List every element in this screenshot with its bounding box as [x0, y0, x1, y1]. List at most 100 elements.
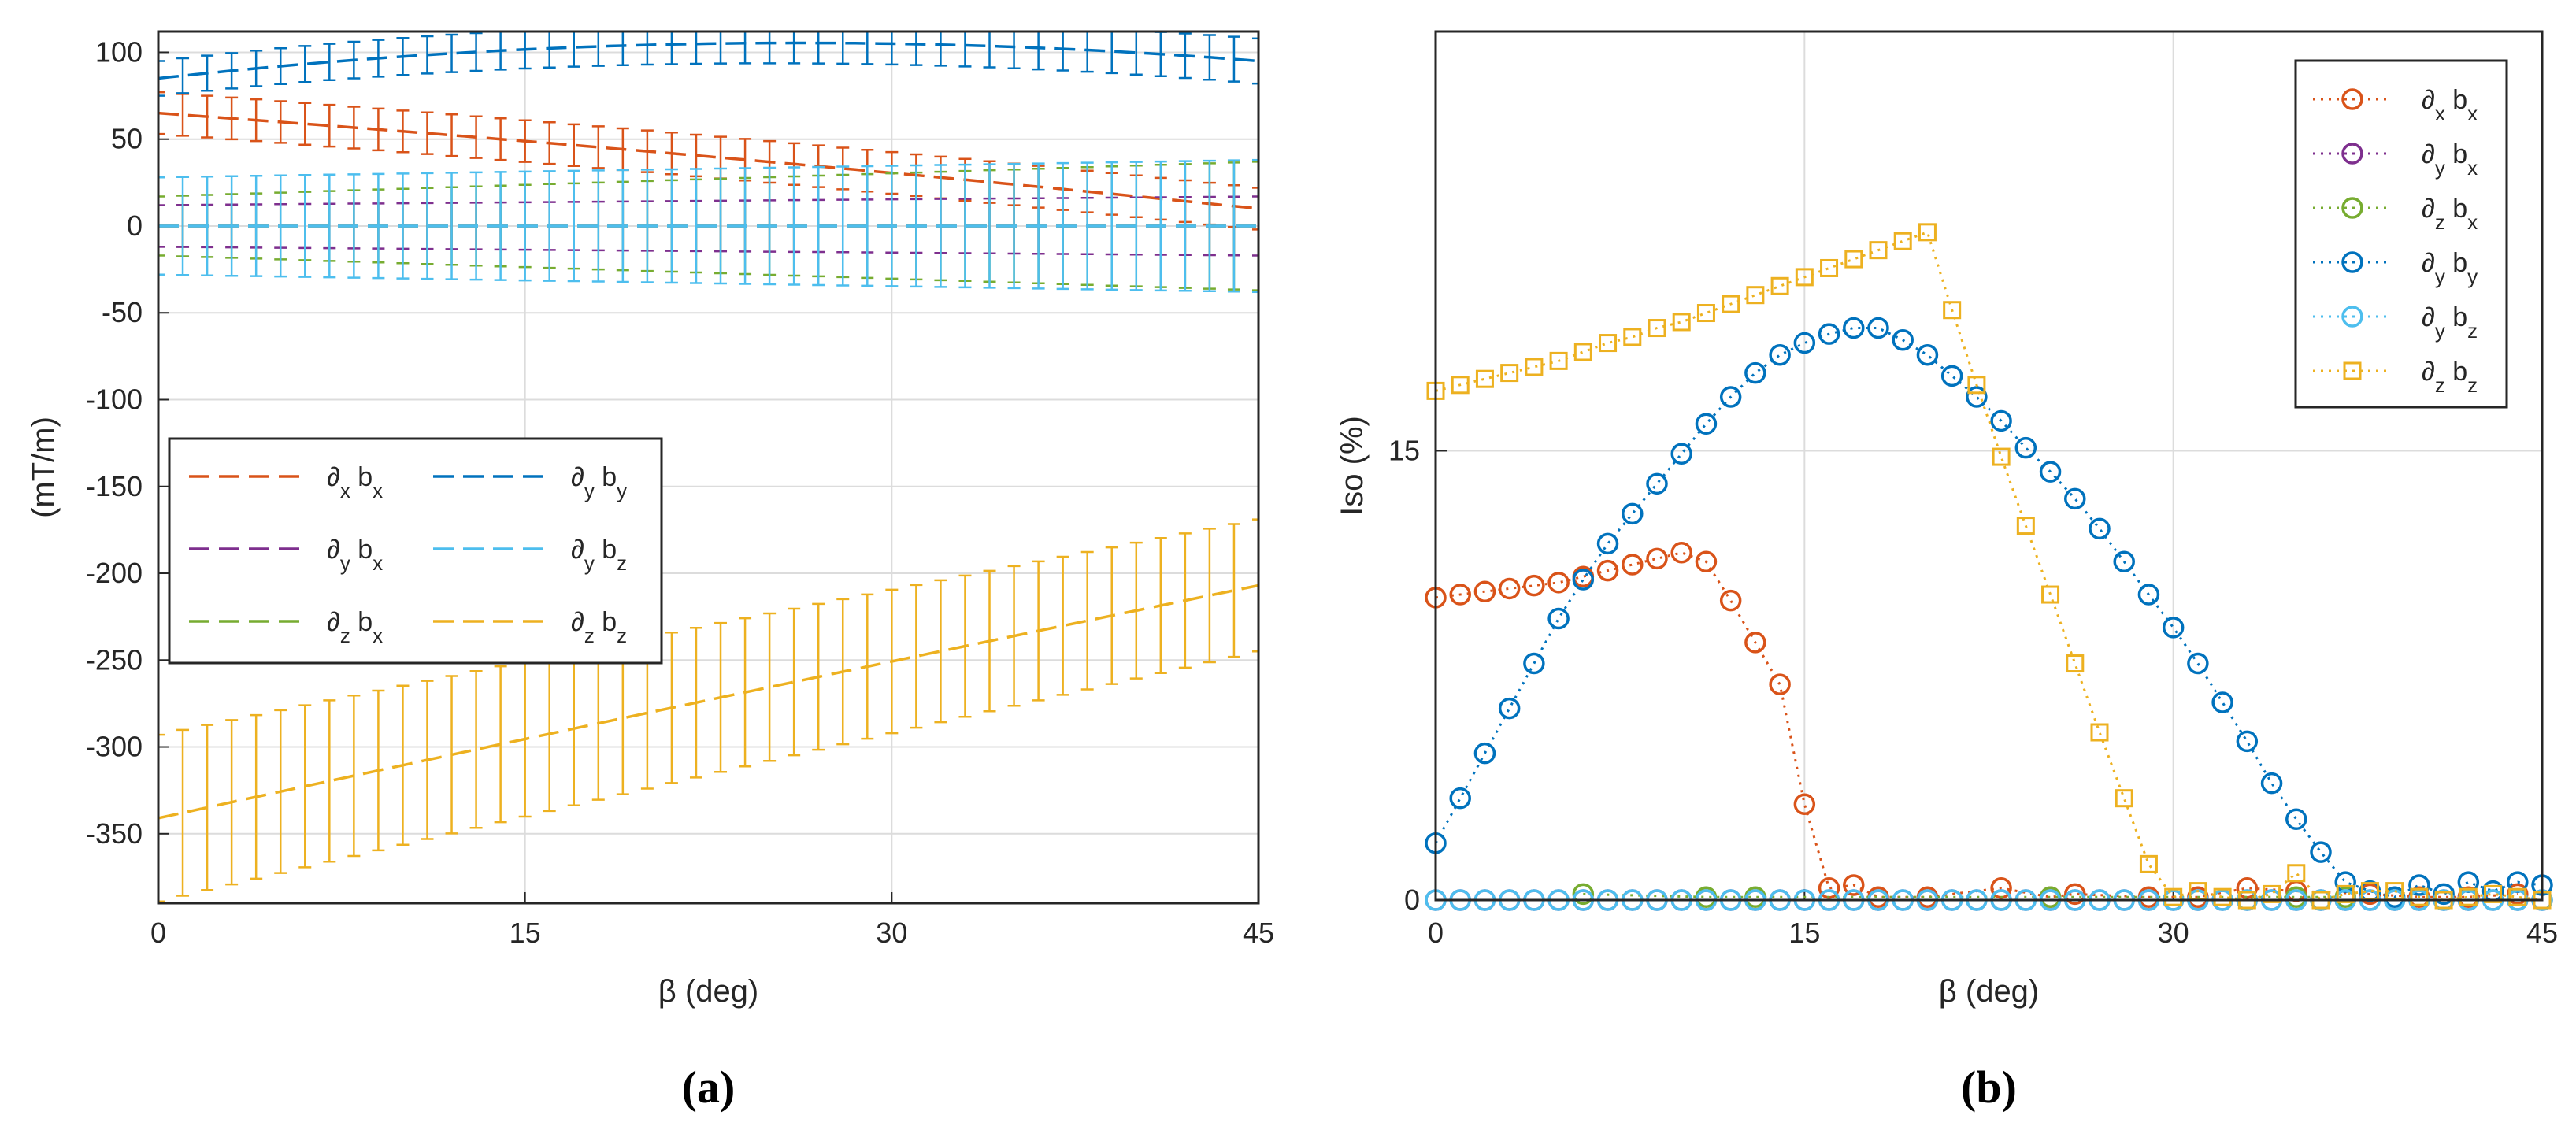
marker-circle [1719, 386, 1742, 408]
x-tick-label-b: 0 [1428, 917, 1444, 949]
marker-circle [2310, 841, 2332, 863]
marker-circle [1547, 607, 1570, 630]
marker-circle [2089, 517, 2111, 540]
marker-circle [1622, 502, 1644, 525]
y-tick-label-a: -50 [102, 296, 143, 328]
marker-square [1648, 319, 1666, 338]
marker-square [1623, 328, 1642, 346]
marker-circle [2039, 461, 2062, 483]
marker-square [1918, 223, 1937, 242]
marker-square [2459, 887, 2478, 906]
marker-circle [2187, 652, 2209, 675]
marker-circle [1449, 584, 1471, 606]
marker-square [1893, 232, 1912, 250]
marker-circle [1622, 554, 1644, 576]
marker-circle [1769, 344, 1791, 366]
marker-circle [1719, 589, 1742, 612]
panel-label-a: (a) [682, 1061, 736, 1113]
legend-b: ∂x bx ∂y bx ∂z bx ∂y by ∂y bz ∂z bz [2294, 59, 2508, 409]
y-axis-label-a: (mT/m) [26, 417, 61, 518]
x-axis-label-a: β (deg) [658, 974, 759, 1009]
y-tick-label-b: 15 [1388, 434, 1420, 466]
marker-circle [1695, 550, 1718, 572]
marker-circle [1940, 365, 1963, 387]
marker-square [1722, 295, 1740, 313]
marker-square [2164, 887, 2183, 906]
marker-circle [1670, 443, 1692, 465]
marker-circle [1449, 787, 1471, 810]
marker-square [2484, 884, 2503, 903]
legend-label-b-4: ∂y bz [2422, 302, 2478, 343]
marker-circle [2260, 772, 2283, 795]
legend-label-3: ∂y by [571, 462, 627, 502]
legend-label-1: ∂y bx [327, 535, 383, 575]
panel-b: 0 15 30 45 0 15 β (deg) Iso (%) (b) ∂x bx ∂y bx ∂z … [1335, 30, 2558, 1113]
marker-circle [2014, 436, 2037, 459]
legend-marker-b-0 [2341, 88, 2363, 110]
y-tick-label-b: 0 [1404, 884, 1420, 916]
marker-circle [1843, 317, 1865, 339]
legend-label-b-5: ∂z bz [2422, 357, 2478, 397]
series-group-a [158, 31, 1258, 903]
y-tick-label-a: 0 [127, 209, 143, 242]
marker-square [1549, 351, 1568, 370]
marker-circle [1473, 742, 1496, 765]
x-tick-label-b: 45 [2526, 917, 2558, 949]
legend-label-5: ∂z bz [571, 607, 627, 647]
marker-square [1943, 301, 1962, 320]
marker-circle [1744, 361, 1766, 384]
marker-circle [1892, 329, 1914, 351]
legend-marker-b-3 [2341, 251, 2363, 273]
marker-circle [2113, 550, 2135, 572]
marker-circle [2285, 808, 2307, 831]
marker-circle [2137, 584, 2160, 606]
y-tick-label-a: -200 [86, 557, 143, 589]
marker-circle [2433, 883, 2455, 906]
marker-circle [2211, 691, 2233, 713]
x-axis-label-b: β (deg) [1939, 974, 2040, 1009]
y-tick-label-a: 50 [111, 123, 143, 155]
axes-box-a [157, 30, 1260, 905]
marker-square [1451, 376, 1470, 395]
marker-circle [1547, 572, 1570, 594]
marker-circle [1990, 409, 2012, 432]
marker-square [1599, 334, 1618, 353]
x-tick-label-a: 45 [1243, 917, 1274, 949]
marker-circle [1572, 569, 1595, 591]
marker-circle [2064, 883, 2086, 906]
marker-square [2090, 723, 2109, 742]
marker-circle [1498, 577, 1521, 600]
x-tick-label-a: 15 [510, 917, 541, 949]
series-line-b-5 [1435, 230, 2543, 902]
errorbars-3 [158, 31, 1258, 97]
marker-square [2139, 854, 2158, 873]
marker-circle [1523, 574, 1545, 597]
marker-square [1770, 276, 1789, 295]
y-tick-label-a: -250 [86, 643, 143, 676]
marker-circle [1916, 344, 1939, 366]
marker-square [1573, 343, 1592, 361]
x-tick-label-a: 0 [150, 917, 166, 949]
legend-label-b-0: ∂x bx [2422, 85, 2478, 125]
marker-square [1967, 376, 1986, 395]
marker-circle [2236, 730, 2259, 753]
marker-square [1869, 241, 1888, 260]
marker-square [2508, 887, 2527, 906]
legend-marker-b-5 [2343, 361, 2362, 380]
x-tick-label-a: 30 [876, 917, 907, 949]
marker-square [2263, 884, 2281, 903]
marker-circle [1596, 559, 1619, 582]
y-tick-label-a: -350 [86, 817, 143, 850]
legend-marker-b-1 [2341, 143, 2363, 165]
marker-circle [1572, 883, 1595, 906]
marker-square [1672, 313, 1691, 332]
legend-label-0: ∂x bx [327, 462, 383, 502]
marker-square [1525, 358, 1544, 376]
marker-square [2041, 585, 2060, 604]
marker-circle [1523, 652, 1545, 675]
panel-a: 0 15 30 45 100 50 0 -50 -100 -150 -200 -250 -300 -350… [26, 30, 1274, 1113]
series-line-3 [158, 41, 1258, 80]
legend-label-b-2: ∂z bx [2422, 194, 2478, 234]
marker-circle [1769, 673, 1791, 695]
